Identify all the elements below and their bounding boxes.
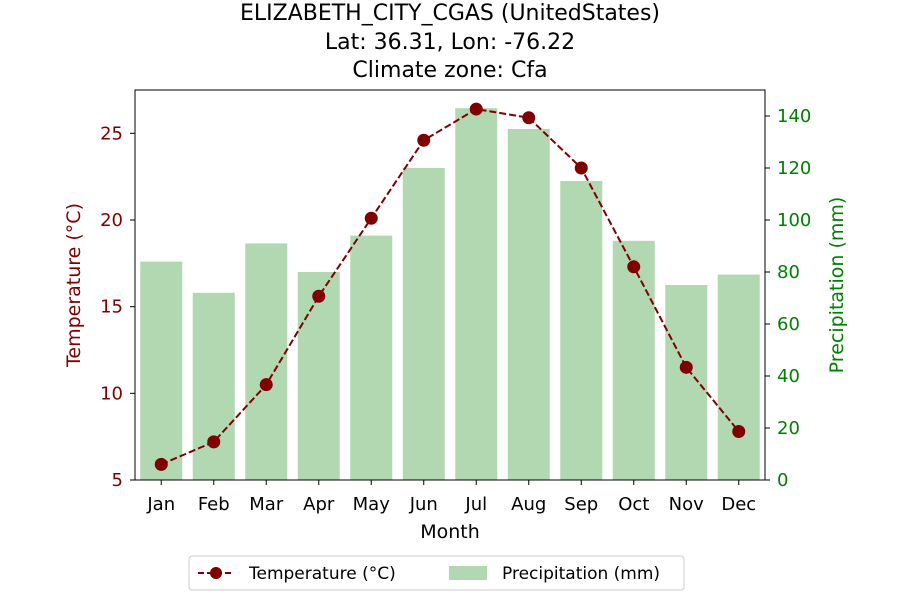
legend-temperature-label: Temperature (°C) (248, 564, 396, 584)
x-tick-label-nov: Nov (669, 494, 704, 515)
temperature-point-jan (154, 457, 168, 471)
right-y-axis-label: Precipitation (mm) (826, 197, 848, 374)
temperature-point-aug (522, 111, 536, 125)
temperature-point-nov (679, 360, 693, 374)
x-tick-label-mar: Mar (249, 494, 284, 515)
right-y-tick-label: 20 (777, 418, 800, 439)
precipitation-bar-dec (717, 274, 760, 480)
right-y-tick-label: 140 (777, 106, 811, 127)
legend-temperature-marker (210, 567, 222, 579)
x-tick-label-sep: Sep (564, 494, 598, 515)
right-y-tick-label: 0 (777, 470, 788, 491)
precipitation-bar-apr (297, 272, 340, 480)
precipitation-bar-oct (612, 240, 655, 480)
precipitation-bar-sep (560, 181, 603, 480)
temperature-point-apr (312, 289, 326, 303)
temperature-line (160, 108, 740, 466)
temperature-point-feb (207, 435, 221, 449)
plot-frame (134, 89, 766, 481)
left-y-tick-label: 20 (100, 210, 123, 231)
x-tick-label-dec: Dec (721, 494, 756, 515)
temperature-point-mar (259, 378, 273, 392)
x-tick-label-jul: Jul (464, 494, 487, 515)
left-y-axis-ticks: 5 10 15 20 25 (100, 123, 135, 491)
x-tick-label-jan: Jan (146, 494, 175, 515)
precipitation-bar-feb (192, 292, 235, 480)
precipitation-bar-jul (455, 108, 498, 480)
right-y-tick-label: 120 (777, 158, 811, 179)
legend-precipitation-swatch (449, 566, 487, 580)
x-tick-label-apr: Apr (303, 494, 335, 515)
chart-title-line-3: Climate zone: Cfa (352, 58, 547, 83)
x-tick-label-aug: Aug (511, 494, 546, 515)
left-y-tick-label: 5 (112, 470, 123, 491)
precipitation-bar-jan (140, 261, 183, 480)
precipitation-bar-nov (665, 285, 708, 480)
temperature-point-jun (417, 133, 431, 147)
left-y-tick-label: 25 (100, 123, 123, 144)
legend-box (188, 555, 685, 591)
temperature-point-may (364, 211, 378, 225)
precipitation-bar-jun (402, 168, 445, 480)
x-tick-label-feb: Feb (198, 494, 230, 515)
x-axis-label: Month (420, 521, 480, 543)
right-y-axis-ticks: 0 20 40 60 80 100 120 140 (765, 106, 811, 491)
chart-title-line-1: ELIZABETH_CITY_CGAS (UnitedStates) (240, 1, 660, 26)
precipitation-bar-aug (507, 129, 550, 480)
temperature-point-jul (469, 102, 483, 116)
legend-precipitation-label: Precipitation (mm) (502, 564, 660, 584)
right-y-tick-label: 40 (777, 366, 800, 387)
x-tick-label-jun: Jun (409, 494, 438, 515)
x-axis-ticks: Jan Feb Mar Apr May Jun Jul Aug Sep Oct Nov Dec (146, 480, 756, 515)
x-tick-label-may: May (353, 494, 391, 515)
temperature-point-dec (732, 424, 746, 438)
x-tick-label-oct: Oct (618, 494, 649, 515)
right-y-tick-label: 60 (777, 314, 800, 335)
temperature-series (154, 102, 746, 471)
precipitation-bar-may (350, 235, 393, 480)
left-y-tick-label: 15 (100, 297, 123, 318)
chart-title-line-2: Lat: 36.31, Lon: -76.22 (325, 30, 575, 55)
right-y-tick-label: 100 (777, 210, 811, 231)
precipitation-bars (140, 108, 760, 480)
temperature-point-sep (574, 161, 588, 175)
left-y-tick-label: 10 (100, 383, 123, 404)
temperature-point-oct (627, 260, 641, 274)
right-y-tick-label: 80 (777, 262, 800, 283)
legend: Temperature (°C) Precipitation (mm) (188, 555, 685, 591)
left-y-axis-label: Temperature (°C) (63, 203, 85, 368)
